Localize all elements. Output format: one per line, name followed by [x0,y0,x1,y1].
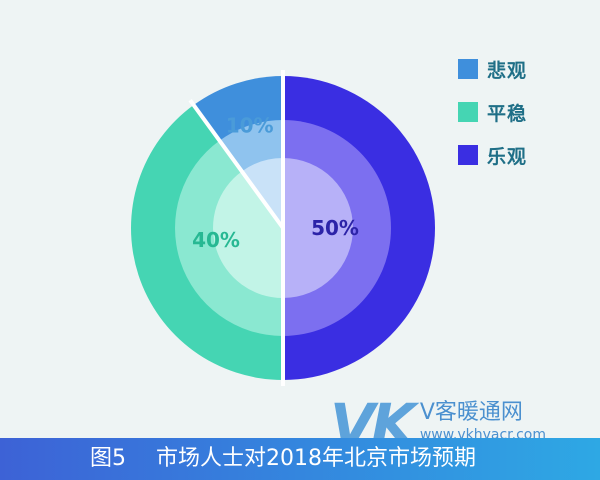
legend-label: 悲观 [487,59,528,82]
legend-item-pessimistic: 悲观 [458,58,528,82]
legend-item-optimistic: 乐观 [458,144,528,168]
pie-chart: 10% 40% 50% [131,70,435,386]
figure-caption: 图5 市场人士对2018年北京市场预期 [0,438,600,480]
legend-swatch [458,102,478,122]
legend: 悲观 平稳 乐观 [458,58,527,187]
watermark-name: V客暖通网 [419,400,523,425]
slice-separator [188,99,285,230]
caption-figure-number: 图5 [90,446,126,471]
legend-swatch [458,145,478,165]
data-label-optimistic: 50% [311,216,359,240]
legend-swatch [458,59,478,79]
legend-label: 乐观 [487,145,528,168]
slice-stable-inner [213,171,283,298]
data-label-pessimistic: 10% [226,113,274,137]
slice-optimistic-inner [283,158,353,298]
data-label-stable: 40% [192,228,240,252]
caption-title: 市场人士对2018年北京市场预期 [156,446,476,471]
legend-item-stable: 平稳 [458,101,528,125]
legend-label: 平稳 [487,102,528,125]
